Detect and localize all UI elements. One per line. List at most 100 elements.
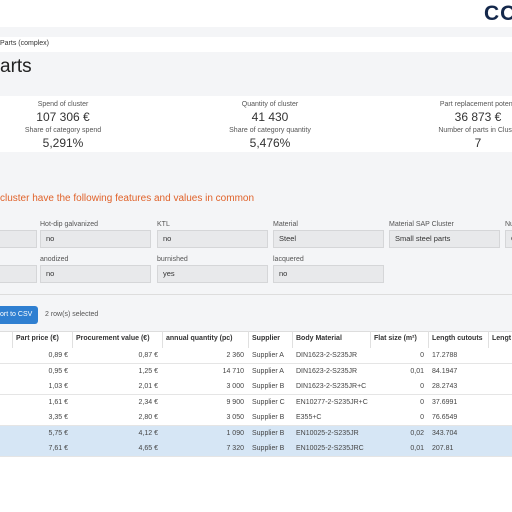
stat-label: Spend of cluster — [37, 101, 89, 108]
table-cell: Supplier B — [252, 414, 285, 421]
field-value: Small steel parts — [395, 234, 451, 243]
table-cell: 0,87 € — [138, 352, 158, 359]
table-cell: 3,35 € — [48, 414, 68, 421]
column-header[interactable]: Lengt — [492, 335, 512, 342]
table-cell: DIN1623-2-S235JR — [296, 367, 358, 375]
stat-label: Part replacement potenti — [439, 101, 512, 108]
stat-value: 107 306 € — [36, 110, 90, 124]
table-cell: Supplier A — [252, 367, 284, 375]
field-value: no — [279, 269, 288, 278]
table-cell: 0,02 — [410, 429, 424, 437]
field-box[interactable] — [0, 265, 37, 283]
export-button[interactable] — [0, 306, 38, 324]
breadcrumb[interactable]: Parts (complex) — [0, 40, 50, 47]
table-row[interactable] — [0, 441, 512, 457]
table-cell: 84.1947 — [432, 367, 458, 375]
table-cell: 0,01 — [410, 445, 424, 452]
field-label: burnished — [157, 256, 188, 263]
table-cell: EN10277-2-S235JR+C — [296, 398, 368, 406]
table-cell: 2,34 € — [138, 398, 158, 406]
stat-label: Number of parts in Cluste — [438, 127, 512, 134]
field-value: no — [163, 234, 172, 243]
table-cell: Supplier B — [252, 445, 285, 452]
stat-value: 7 — [474, 136, 482, 150]
column-header[interactable]: Body Material — [296, 335, 342, 342]
features-heading: cluster have the following features and … — [0, 193, 255, 204]
table-cell: 37.6991 — [432, 398, 458, 406]
table-cell: Supplier C — [252, 398, 285, 406]
field-value: Steel — [279, 234, 297, 243]
selection-count: 2 row(s) selected — [45, 311, 99, 318]
field-value: yes — [163, 269, 175, 278]
table-cell: 343.704 — [432, 429, 458, 437]
table-cell: 0 — [420, 398, 424, 406]
table-cell: 1,61 € — [48, 398, 68, 406]
field-label: KTL — [157, 221, 170, 228]
table-cell: Supplier B — [252, 429, 285, 437]
table-cell: 7 320 — [226, 445, 244, 452]
column-header[interactable]: Procurement value (€) — [76, 335, 150, 342]
column-header[interactable]: Part price (€) — [16, 335, 59, 342]
column-header[interactable]: annual quantity (pc) — [166, 335, 233, 342]
field-box[interactable] — [505, 230, 512, 248]
page-title: arts — [0, 56, 32, 77]
stat-label: Share of category spend — [24, 127, 102, 134]
table-cell: 0 — [420, 414, 424, 421]
divider — [0, 294, 512, 295]
field-box[interactable] — [273, 230, 384, 248]
field-label: Hot-dip galvanized — [40, 221, 98, 228]
table-cell: 2 360 — [226, 352, 244, 359]
table-cell: 2,80 € — [138, 414, 158, 421]
table-cell: 7,61 € — [48, 445, 68, 452]
table-cell: 4,65 € — [138, 445, 158, 452]
breadcrumb-bar — [0, 37, 512, 52]
field-value: no — [46, 269, 55, 278]
table-cell: 17.2788 — [432, 352, 458, 359]
field-value: no — [46, 234, 55, 243]
logo: CO — [484, 2, 512, 25]
table-cell: 28.2743 — [432, 383, 458, 390]
field-box[interactable] — [389, 230, 500, 248]
table-cell: 1,25 € — [138, 367, 158, 375]
table-cell: 9 900 — [226, 398, 244, 406]
field-label: anodized — [40, 256, 69, 263]
stats-card — [0, 96, 512, 152]
column-header[interactable]: Length cutouts — [432, 335, 483, 342]
stat-value: 5,291% — [42, 136, 84, 150]
stat-value: 41 430 — [251, 110, 289, 124]
table-cell: 5,75 € — [48, 429, 68, 437]
table-cell: 3 050 — [226, 414, 244, 421]
field-label: lacquered — [273, 256, 304, 263]
table-cell: DIN1623-2-S235JR+C — [296, 383, 367, 390]
stat-label: Quantity of cluster — [241, 101, 299, 108]
table-cell: 4,12 € — [138, 429, 158, 437]
table-cell: 76.6549 — [432, 414, 458, 421]
field-box[interactable] — [0, 230, 37, 248]
column-header[interactable]: Supplier — [252, 335, 281, 342]
table-cell: 0,95 € — [48, 367, 68, 375]
table-cell: E355+C — [296, 414, 322, 421]
table-cell: 207.81 — [432, 445, 454, 452]
table-cell: EN10025-2-S235JRC — [296, 445, 364, 452]
table-cell: 0 — [420, 352, 424, 359]
table-cell: 2,01 € — [138, 383, 158, 390]
export-label[interactable]: ort to CSV — [0, 311, 33, 318]
stat-value: 36 873 € — [454, 110, 502, 124]
field-box[interactable] — [40, 265, 151, 283]
table-cell: 0 — [420, 383, 424, 390]
field-box[interactable] — [40, 230, 151, 248]
table-cell: 1 090 — [226, 429, 244, 437]
field-label: Nu — [505, 221, 512, 228]
field-box[interactable] — [157, 230, 268, 248]
field-label: Material — [273, 221, 298, 228]
table-cell: 0,89 € — [48, 352, 68, 359]
stat-value: 5,476% — [249, 136, 291, 150]
field-box[interactable] — [273, 265, 384, 283]
stat-label: Share of category quantity — [229, 127, 311, 134]
column-header[interactable]: Flat size (m²) — [374, 335, 417, 342]
table-cell: Supplier A — [252, 352, 284, 359]
field-label: Material SAP Cluster — [389, 221, 454, 228]
table-cell: DIN1623-2-S235JR — [296, 352, 358, 359]
field-box[interactable] — [157, 265, 268, 283]
